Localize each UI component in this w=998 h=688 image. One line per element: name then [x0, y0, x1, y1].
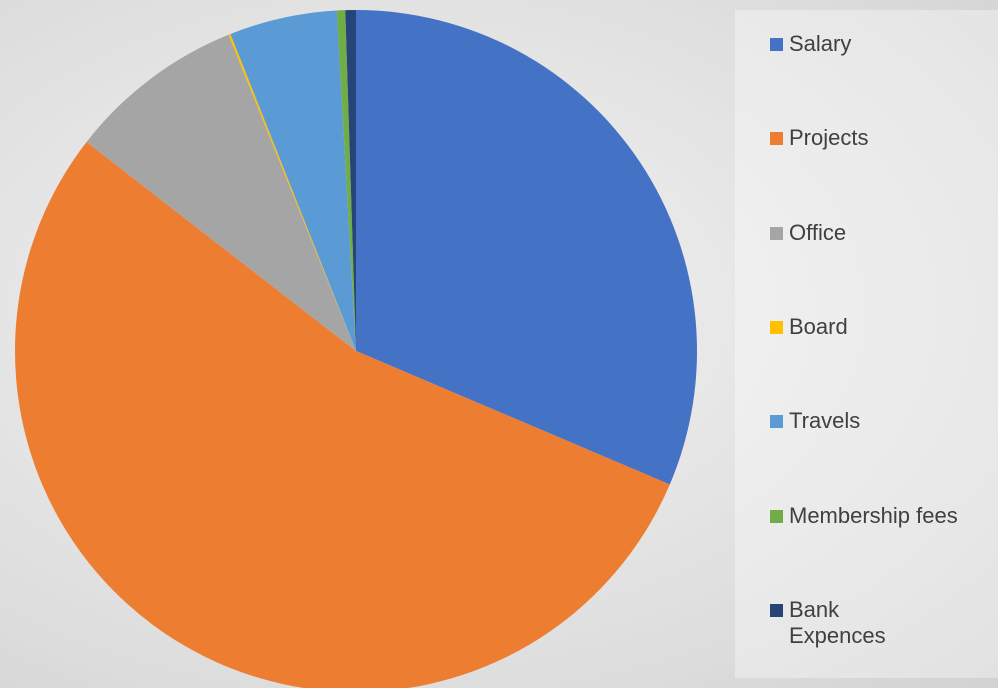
- legend-swatch: [770, 320, 783, 334]
- pie-slice: [228, 33, 356, 351]
- legend-label: Board: [789, 313, 848, 339]
- pie-slice: [15, 141, 670, 688]
- legend-label: Projects: [789, 125, 869, 151]
- legend-swatch: [770, 132, 783, 146]
- legend-item: Board: [770, 314, 848, 340]
- legend-swatch: [770, 226, 783, 240]
- legend-label: Bank Expences: [789, 596, 886, 648]
- legend-swatch: [770, 38, 783, 51]
- legend-label: Travels: [789, 408, 861, 434]
- legend-item: Projects: [770, 125, 868, 151]
- legend-swatch: [770, 509, 783, 523]
- legend-item: Travels: [770, 408, 860, 434]
- legend-item: Office: [770, 220, 846, 246]
- legend-item: Membership fees: [770, 503, 958, 529]
- legend-label: Salary: [789, 31, 852, 56]
- pie-slice: [345, 10, 356, 351]
- pie-slice: [230, 10, 356, 351]
- legend-swatch: [770, 415, 783, 429]
- pie-slice: [86, 34, 357, 351]
- legend-label: Membership fees: [789, 502, 958, 528]
- pie-slice: [336, 10, 356, 351]
- legend-item: Bank Expences: [770, 597, 909, 649]
- legend-swatch: [770, 603, 783, 617]
- legend-label: Office: [789, 219, 847, 245]
- legend-item: Salary: [770, 31, 851, 57]
- chart: [15, 10, 698, 688]
- legend-panel: [735, 10, 998, 678]
- pie-slice: [356, 10, 698, 485]
